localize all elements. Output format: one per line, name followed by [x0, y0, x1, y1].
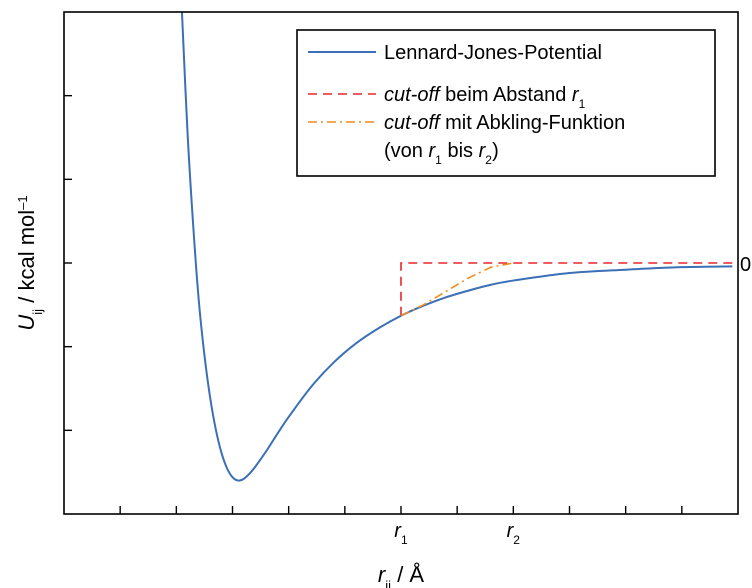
series-line-1 [180, 12, 733, 482]
legend-label-1: Lennard-Jones-Potential [384, 42, 602, 64]
legend-label-2: cut-off beim Abstand r1 [384, 84, 586, 111]
y-axis-title: Uij / kcal mol–1 [14, 195, 45, 330]
legend-label-3: cut-off mit Abkling-Funktion [384, 112, 625, 134]
axis-ticks [64, 94, 683, 514]
series-line-2 [400, 262, 738, 316]
series-layer [180, 12, 738, 482]
axis-tick-labels: r1 r2 0 [394, 254, 751, 547]
legend: Lennard-Jones-Potential cut-off beim Abst… [296, 29, 716, 177]
legend-label-3-line2: (von r1 bis r2 ) [384, 140, 499, 167]
axis-titles: rij / Å Uij / kcal mol–1 [14, 195, 424, 588]
plot-frame [63, 11, 739, 515]
legend-box [296, 29, 716, 177]
series-line-3 [400, 262, 514, 317]
x-tick-label: r1 [394, 520, 408, 547]
y-tick-label: 0 [740, 254, 751, 276]
x-axis-title: rij / Å [378, 562, 425, 588]
x-tick-label: r2 [507, 520, 521, 547]
